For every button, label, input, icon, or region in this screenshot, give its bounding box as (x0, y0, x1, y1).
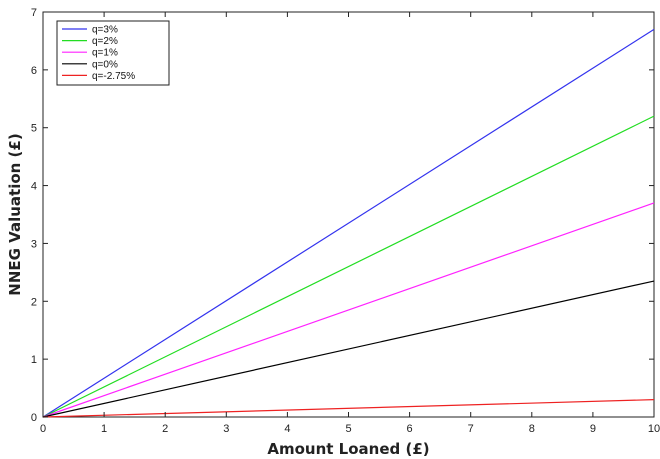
series-line-3 (42, 280, 655, 418)
legend: q=3%q=2%q=1%q=0%q=-2.75% (56, 20, 170, 86)
x-tick-label: 4 (284, 423, 290, 435)
series-layer (42, 28, 655, 418)
y-axis-title: NNEG Valuation (£) (6, 133, 24, 295)
x-tick-label: 10 (648, 423, 660, 435)
series-line-1 (42, 115, 655, 418)
y-tick-label: 4 (31, 181, 37, 193)
series-line-0 (42, 28, 655, 418)
y-tick-label: 3 (31, 238, 37, 250)
x-tick-label: 2 (162, 423, 168, 435)
legend-label-1: q=2% (92, 36, 118, 47)
ticks-layer: 0 1 2 3 4 5 6 7 8 9 10 0 1 2 3 4 5 6 7 (31, 7, 660, 435)
x-tick-label: 8 (529, 423, 535, 435)
legend-label-4: q=-2.75% (92, 71, 135, 82)
x-tick-label: 5 (345, 423, 351, 435)
legend-label-3: q=0% (92, 59, 118, 70)
x-tick-label: 3 (223, 423, 229, 435)
series-line-2 (42, 202, 655, 418)
y-tick-label: 1 (31, 354, 37, 366)
legend-label-0: q=3% (92, 25, 118, 36)
y-tick-label: 2 (31, 296, 37, 308)
x-tick-label: 6 (407, 423, 413, 435)
legend-box (56, 20, 170, 86)
x-tick-label: 9 (590, 423, 596, 435)
y-tick-label: 5 (31, 123, 37, 135)
series-line-4 (42, 399, 655, 418)
y-tick-label: 6 (31, 65, 37, 77)
y-tick-label: 7 (31, 7, 37, 19)
x-axis-title: Amount Loaned (£) (267, 440, 429, 458)
x-tick-label: 1 (101, 423, 107, 435)
y-tick-label: 0 (31, 412, 37, 424)
x-tick-label: 7 (468, 423, 474, 435)
legend-label-2: q=1% (92, 48, 118, 59)
x-tick-label: 0 (40, 423, 46, 435)
